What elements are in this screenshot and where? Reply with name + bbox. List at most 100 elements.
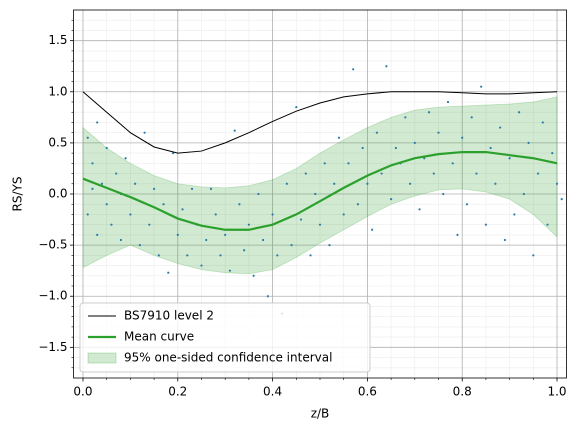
scatter-point <box>157 254 160 257</box>
scatter-point <box>499 126 502 129</box>
scatter-point <box>508 157 511 160</box>
scatter-point <box>276 254 279 257</box>
x-tick-label: 0.4 <box>263 385 282 399</box>
scatter-point <box>176 233 179 236</box>
scatter-point <box>546 223 549 226</box>
scatter-point <box>446 100 450 104</box>
scatter-point <box>209 187 213 190</box>
scatter-point <box>200 264 203 267</box>
scatter-point <box>115 172 118 175</box>
x-tick-label: 0.8 <box>453 385 472 399</box>
scatter-point <box>532 254 535 257</box>
scatter-point <box>266 295 269 298</box>
legend-box <box>79 302 371 373</box>
scatter-point <box>124 157 127 160</box>
scatter-point <box>171 152 175 155</box>
scatter-point <box>442 192 445 196</box>
scatter-point <box>96 121 99 124</box>
scatter-point <box>134 182 137 185</box>
scatter-point <box>475 172 478 175</box>
scatter-point <box>451 162 454 165</box>
scatter-point <box>494 182 497 185</box>
scatter-point <box>390 198 393 201</box>
scatter-point <box>86 136 89 139</box>
confidence-band <box>82 96 558 275</box>
scatter-point <box>456 233 459 236</box>
scatter-point <box>333 182 336 185</box>
scatter-point <box>91 162 94 165</box>
scatter-point <box>228 269 232 272</box>
scatter-point <box>503 238 506 242</box>
x-tick-label: 1.0 <box>547 385 566 399</box>
scatter-point <box>190 187 194 190</box>
scatter-point <box>252 274 255 277</box>
scatter-point <box>437 131 440 134</box>
x-axis-label: z/B <box>311 407 330 421</box>
scatter-point <box>96 233 99 236</box>
scatter-point <box>304 172 307 175</box>
scatter-point <box>247 223 250 226</box>
scatter-point <box>366 182 369 185</box>
line-series <box>82 91 558 154</box>
scatter-point <box>361 146 364 150</box>
scatter-point <box>342 213 345 216</box>
scatter-point <box>143 131 146 134</box>
scatter-point <box>356 203 360 206</box>
scatter-point <box>262 238 265 242</box>
y-tick-label: −0.5 <box>38 238 67 252</box>
scatter-point <box>461 136 464 139</box>
y-tick-label: 0.0 <box>48 187 67 201</box>
plot-frame <box>73 9 567 379</box>
line-series <box>82 150 558 231</box>
scatter-point <box>105 203 108 206</box>
scatter-point <box>162 203 165 206</box>
scatter-point <box>148 223 151 226</box>
scatter-point <box>299 218 303 221</box>
y-tick-label: −1.0 <box>38 289 67 303</box>
scatter-point <box>489 146 492 150</box>
scatter-point <box>181 208 184 211</box>
scatter-point <box>337 136 341 139</box>
scatter-point <box>513 213 516 216</box>
y-tick-label: 1.0 <box>48 84 67 98</box>
scatter-point <box>238 203 241 206</box>
scatter-point <box>484 223 488 226</box>
scatter-point <box>328 244 331 247</box>
scatter-point <box>129 213 132 216</box>
scatter-point <box>224 233 227 236</box>
y-tick-label: −1.5 <box>38 340 67 354</box>
scatter-point <box>318 223 322 226</box>
scatter-point <box>243 249 246 252</box>
legend-label: BS7910 level 2 <box>124 309 214 323</box>
scatter-point <box>295 106 298 109</box>
scatter-point <box>119 238 123 242</box>
scatter-point <box>555 182 559 185</box>
scatter-point <box>290 244 293 247</box>
legend-label: 95% one-sided confidence interval <box>124 351 332 365</box>
legend-label: Mean curve <box>124 330 194 344</box>
scatter-point <box>233 129 236 132</box>
x-tick-label: 0.0 <box>73 385 92 399</box>
scatter-point <box>105 146 108 150</box>
scatter-point <box>375 131 378 134</box>
scatter-point <box>205 238 208 242</box>
scatter-point <box>91 187 94 190</box>
scatter-point <box>522 192 525 196</box>
scatter-point <box>219 254 222 257</box>
scatter-point <box>352 68 355 71</box>
scatter-point <box>138 244 141 247</box>
scatter-point <box>385 65 388 68</box>
scatter-point <box>541 121 544 124</box>
scatter-point <box>404 116 407 119</box>
scatter-point <box>480 85 483 88</box>
scatter-point <box>470 116 473 119</box>
scatter-point <box>167 271 170 274</box>
scatter-point <box>347 162 350 165</box>
scatter-point <box>186 254 189 257</box>
scatter-point <box>285 182 288 185</box>
scatter-point <box>560 198 563 201</box>
scatter-point <box>86 213 89 216</box>
scatter-point <box>432 172 435 175</box>
y-tick-label: 1.5 <box>48 33 67 47</box>
